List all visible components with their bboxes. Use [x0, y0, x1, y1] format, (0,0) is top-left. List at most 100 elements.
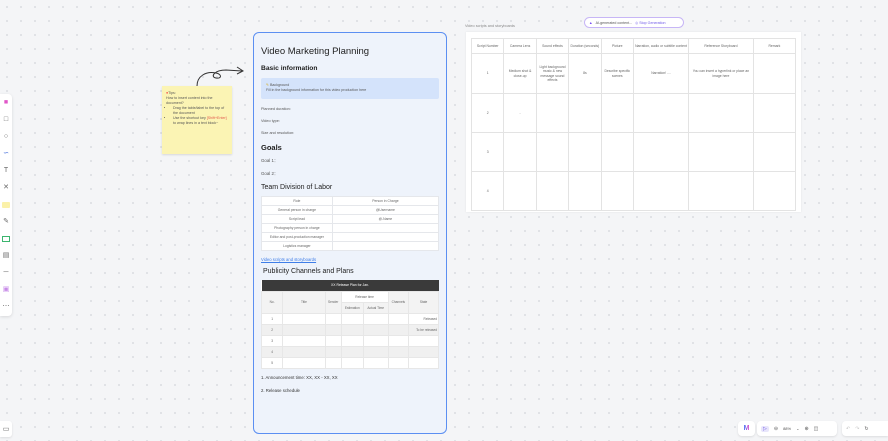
table-cell[interactable] [282, 334, 326, 347]
table-cell[interactable]: 5 [260, 356, 284, 369]
table-cell[interactable] [408, 334, 439, 347]
table-cell[interactable] [282, 345, 326, 358]
drawn-arrow-icon[interactable] [192, 64, 248, 88]
table-icon[interactable] [2, 233, 11, 244]
table-cell[interactable] [632, 132, 690, 172]
table-cell[interactable] [752, 53, 797, 94]
table-cell[interactable]: Light background music & new message sou… [535, 53, 570, 94]
table-cell[interactable] [340, 323, 364, 336]
table-cell[interactable] [282, 323, 326, 336]
frame-icon[interactable]: □ [3, 116, 9, 123]
table-cell[interactable]: 2 [470, 93, 505, 133]
table-cell[interactable] [331, 241, 440, 251]
ai-templates-icon[interactable]: ■ [3, 99, 9, 106]
zoom-level[interactable]: 88% [783, 426, 792, 431]
table-cell[interactable] [340, 312, 364, 325]
table-cell[interactable] [632, 171, 690, 211]
table-cell[interactable]: 3 [470, 132, 505, 172]
table-cell[interactable]: General person in charge [261, 205, 333, 215]
shapes-icon[interactable]: ○ [3, 133, 9, 140]
table-cell[interactable] [568, 171, 602, 211]
table-cell[interactable] [600, 171, 634, 211]
more-icon[interactable]: ⋯ [2, 303, 10, 310]
table-cell[interactable] [324, 345, 342, 358]
table-cell[interactable] [282, 356, 326, 369]
table-cell[interactable] [387, 334, 410, 347]
table-cell[interactable]: Editor and post-production manager [261, 232, 333, 242]
table-cell[interactable] [408, 356, 439, 369]
table-cell[interactable] [331, 232, 440, 242]
document-card[interactable]: Video Marketing Planning Basic informati… [253, 32, 447, 434]
table-cell[interactable] [340, 345, 364, 358]
table-cell[interactable] [503, 132, 537, 172]
table-cell[interactable] [752, 132, 797, 172]
table-cell[interactable]: 8s [568, 53, 602, 94]
table-cell[interactable] [324, 323, 342, 336]
table-cell[interactable] [632, 93, 690, 133]
table-cell[interactable] [387, 312, 410, 325]
table-cell[interactable]: - [503, 93, 537, 133]
zoom-out-icon[interactable]: ⊖ [773, 425, 779, 432]
table-cell[interactable]: To be released [408, 323, 439, 336]
table-cell[interactable]: 4 [260, 345, 284, 358]
table-cell[interactable] [387, 356, 410, 369]
text-icon[interactable]: T [3, 167, 9, 174]
table-cell[interactable]: Describe specific scenes [600, 53, 634, 94]
table-cell[interactable] [688, 93, 754, 133]
table-cell[interactable]: 2 [260, 323, 284, 336]
table-cell[interactable] [535, 171, 570, 211]
minimap-icon[interactable]: ◫ [813, 425, 819, 432]
table-cell[interactable] [282, 312, 326, 325]
chevron-down-icon[interactable]: ⌄ [796, 426, 800, 431]
table-cell[interactable] [387, 345, 410, 358]
table-cell[interactable]: Photography person in charge [261, 223, 333, 233]
table-cell[interactable]: 1 [470, 53, 505, 94]
release-table[interactable]: XX Release Plan for Jan. No. Title Sende… [260, 280, 439, 369]
history-icon[interactable]: ↻ [864, 425, 869, 432]
storyboard-link[interactable]: Video scripts and storyboards [261, 257, 317, 262]
templates-icon[interactable]: ▣ [2, 286, 10, 293]
table-cell[interactable] [331, 223, 440, 233]
table-cell[interactable] [340, 334, 364, 347]
table-cell[interactable] [752, 171, 797, 211]
connector-icon[interactable]: ∽ [3, 150, 9, 157]
redo-icon[interactable]: ↷ [855, 425, 860, 432]
zoom-in-icon[interactable]: ⊕ [804, 425, 809, 432]
table-cell[interactable] [340, 356, 364, 369]
table-cell[interactable]: You can insert a hyperlink or place an i… [688, 53, 754, 94]
table-cell[interactable] [362, 323, 389, 336]
table-cell[interactable]: Script lead [261, 214, 333, 224]
undo-icon[interactable]: ↶ [846, 425, 851, 432]
table-cell[interactable] [688, 132, 754, 172]
table-cell[interactable]: @Username [331, 205, 440, 215]
team-table[interactable]: Role Person in Charge General person in c… [261, 196, 440, 251]
table-cell[interactable] [568, 132, 602, 172]
table-cell[interactable]: @-Name [331, 214, 440, 224]
table-cell[interactable] [387, 323, 410, 336]
pen-icon[interactable]: ✎ [3, 218, 9, 225]
document-icon[interactable]: ▤ [2, 252, 10, 259]
table-cell[interactable] [600, 93, 634, 133]
table-cell[interactable] [600, 132, 634, 172]
table-cell[interactable] [362, 356, 389, 369]
stop-generation-button[interactable]: ◎ Stop Generation [635, 20, 666, 25]
table-cell[interactable] [362, 334, 389, 347]
table-cell[interactable]: 3 [260, 334, 284, 347]
table-cell[interactable] [752, 93, 797, 133]
table-cell[interactable] [535, 132, 570, 172]
table-cell[interactable] [362, 312, 389, 325]
layers-button[interactable]: ▭ [0, 421, 12, 437]
table-cell[interactable] [408, 345, 439, 358]
table-cell[interactable]: Medium shot & close-up [503, 53, 537, 94]
table-cell[interactable]: Released [408, 312, 439, 325]
select-icon[interactable]: ▷ [761, 425, 769, 432]
table-cell[interactable]: 1 [260, 312, 284, 325]
table-cell[interactable] [535, 93, 570, 133]
sticky-note[interactable]: ●Tips: How to insert content into the do… [162, 86, 232, 154]
table-cell[interactable] [568, 93, 602, 133]
table-cell[interactable] [503, 171, 537, 211]
table-cell[interactable] [362, 345, 389, 358]
table-cell[interactable]: 4 [470, 171, 505, 211]
table-cell[interactable] [688, 171, 754, 211]
storyboard-card[interactable]: Script Number Camera Lens Sound effects … [466, 32, 801, 212]
